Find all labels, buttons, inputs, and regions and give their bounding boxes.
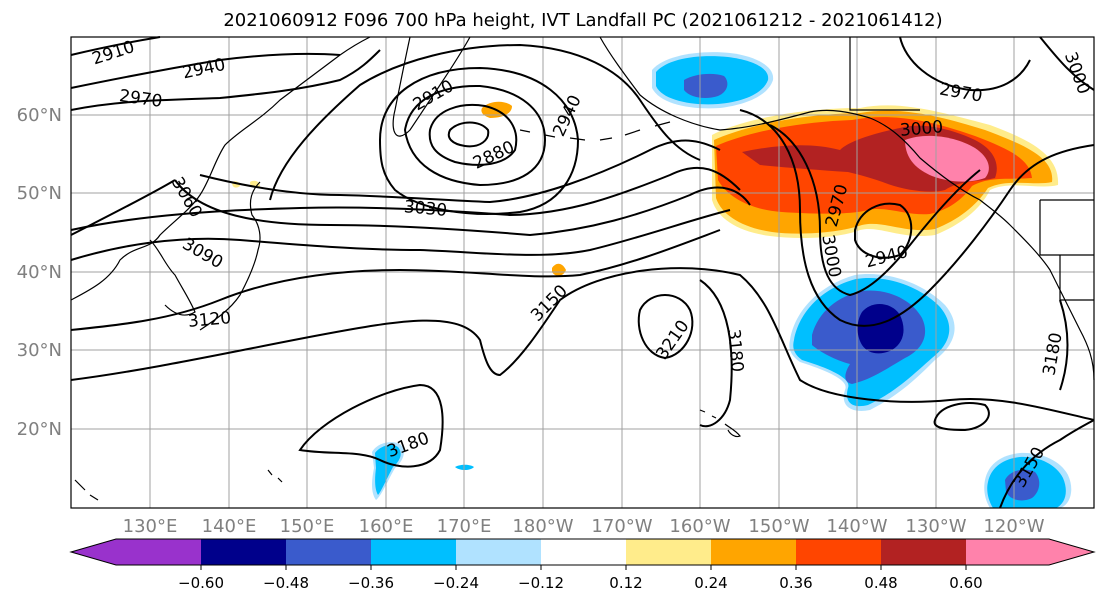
colorbar-tick-label: −0.24 [433, 574, 479, 592]
contour-2940-trough [854, 202, 913, 259]
colorbar-tick-label: 0.60 [949, 574, 982, 592]
contour-2970-trough [769, 124, 981, 297]
colorbar-outline [69, 538, 1096, 566]
contour-3000-ne [1039, 36, 1095, 91]
contour-label: 3030 [403, 197, 448, 221]
colorbar-segment [201, 539, 286, 565]
contour-2970-ring [269, 43, 701, 201]
contour-3060 [70, 179, 751, 237]
lon-label-150e: 150°E [280, 516, 335, 537]
lon-label-130w: 130°W [905, 516, 966, 537]
colorbar-segment [371, 539, 456, 565]
lon-label-150w: 150°W [748, 516, 809, 537]
coastline-islands-west [74, 469, 283, 501]
contour-small-se-loop [933, 402, 990, 432]
lon-label-170w: 170°W [591, 516, 652, 537]
coastline-asia [70, 36, 371, 301]
lat-label-40n: 40°N [17, 262, 62, 283]
lat-label-60n: 60°N [17, 105, 62, 126]
coastline-kamchatka [392, 36, 471, 137]
colorbar-ticks [200, 565, 967, 570]
contour-3150-se [999, 419, 1095, 509]
contour-3000 [199, 139, 721, 204]
contour-3030 [70, 166, 741, 231]
lon-label-120w: 120°W [983, 516, 1044, 537]
contour-3180-se [1059, 299, 1069, 391]
coastline-hawaii [699, 409, 741, 438]
lon-label-180: 180°W [512, 516, 573, 537]
colorbar: −0.60 −0.48 −0.36 −0.24 −0.12 0.12 0.24 … [69, 538, 1096, 592]
height-contours [70, 36, 1095, 509]
colorbar-segment [286, 539, 371, 565]
small-positive-anomaly-2 [552, 263, 566, 276]
contour-2940-low [378, 66, 580, 215]
lon-label-170e: 170°E [437, 516, 492, 537]
lat-label-20n: 20°N [17, 419, 62, 440]
contour-2910-nw [70, 36, 161, 56]
lon-label-140e: 140°E [202, 516, 257, 537]
map-frame [70, 36, 1095, 509]
coastline-korea [149, 239, 196, 316]
contour-3210 [637, 294, 694, 360]
positive-anomaly-0-60 [905, 135, 989, 182]
contour-label: 3000 [899, 117, 944, 141]
border-canada [849, 37, 1094, 201]
latitude-labels: 60°N 50°N 40°N 30°N 20°N [17, 105, 62, 440]
contour-3090 [70, 209, 731, 261]
lon-label-160w: 160°W [669, 516, 730, 537]
contour-3180-south [298, 383, 444, 468]
contour-2970-ne [899, 36, 1031, 92]
colorbar-tick-label: −0.12 [518, 574, 564, 592]
contour-3150 [70, 267, 1095, 421]
contour-label: 3180 [723, 328, 747, 373]
negative-anomaly-bering-0-36 [684, 73, 728, 98]
coastline-alaska [599, 36, 1095, 381]
coastline-japan [199, 181, 261, 331]
negative-anomaly-west-0-24 [375, 445, 401, 495]
contour-2940-nw [70, 52, 341, 89]
lat-label-30n: 30°N [17, 340, 62, 361]
colorbar-tick-label: −0.60 [178, 574, 224, 592]
map-title: 2021060912 F096 700 hPa height, IVT Land… [223, 10, 942, 31]
colorbar-segment [71, 539, 201, 565]
ivt-shading [232, 52, 1072, 508]
lon-label-130e: 130°E [123, 516, 178, 537]
colorbar-segment [881, 539, 966, 565]
colorbar-tick-label: 0.12 [609, 574, 642, 592]
longitude-labels: 130°E 140°E 150°E 160°E 170°E 180°W 170°… [123, 516, 1045, 537]
contour-3180-east [699, 279, 733, 428]
lon-label-160e: 160°E [359, 516, 414, 537]
contour-2880 [428, 104, 518, 166]
contour-low-center [447, 121, 490, 148]
colorbar-segment [456, 539, 541, 565]
contour-label: 3120 [187, 308, 232, 332]
contour-2970-nw [70, 49, 381, 111]
contour-2910-low [403, 84, 547, 187]
map-panel: 2910 2940 2970 2910 2880 2940 3060 3090 … [70, 36, 1095, 509]
colorbar-tick-label: 0.24 [694, 574, 727, 592]
coastlines [70, 36, 1095, 501]
colorbar-segment [626, 539, 711, 565]
colorbar-segment [966, 539, 1094, 565]
colorbar-tick-label: −0.36 [348, 574, 394, 592]
colorbar-tick-label: −0.48 [263, 574, 309, 592]
negative-anomaly-central-0-48 [857, 304, 904, 354]
colorbar-segment [711, 539, 796, 565]
contour-3000-trough [739, 109, 1095, 327]
lat-label-50n: 50°N [17, 183, 62, 204]
colorbar-segment [796, 539, 881, 565]
colorbar-tick-label: 0.36 [779, 574, 812, 592]
colorbar-tick-label: 0.48 [864, 574, 897, 592]
lon-label-140w: 140°W [826, 516, 887, 537]
contour-3120 [70, 229, 721, 331]
colorbar-segment [541, 539, 626, 565]
